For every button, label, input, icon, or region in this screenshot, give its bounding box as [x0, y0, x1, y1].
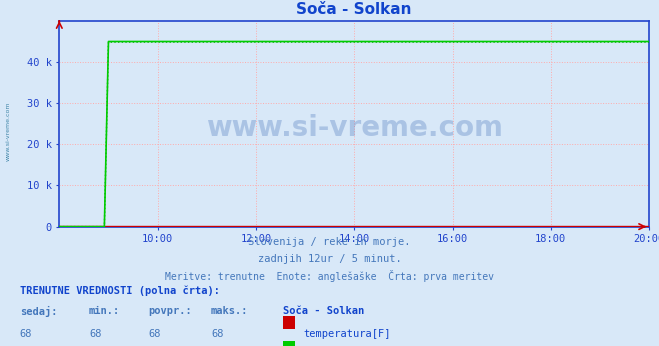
Text: temperatura[F]: temperatura[F] — [303, 329, 391, 339]
Text: min.:: min.: — [89, 306, 120, 316]
Text: sedaj:: sedaj: — [20, 306, 57, 317]
Title: Soča - Solkan: Soča - Solkan — [297, 2, 412, 17]
Text: Slovenija / reke in morje.: Slovenija / reke in morje. — [248, 237, 411, 247]
Text: povpr.:: povpr.: — [148, 306, 192, 316]
Text: zadnjih 12ur / 5 minut.: zadnjih 12ur / 5 minut. — [258, 254, 401, 264]
Text: 68: 68 — [211, 329, 223, 339]
Text: TRENUTNE VREDNOSTI (polna črta):: TRENUTNE VREDNOSTI (polna črta): — [20, 285, 219, 296]
Text: 68: 68 — [89, 329, 101, 339]
Text: 68: 68 — [20, 329, 32, 339]
Text: 68: 68 — [148, 329, 161, 339]
Text: www.si-vreme.com: www.si-vreme.com — [5, 102, 11, 161]
Text: Soča - Solkan: Soča - Solkan — [283, 306, 364, 316]
Text: Meritve: trenutne  Enote: anglešaške  Črta: prva meritev: Meritve: trenutne Enote: anglešaške Črta… — [165, 270, 494, 282]
Text: maks.:: maks.: — [211, 306, 248, 316]
Text: www.si-vreme.com: www.si-vreme.com — [206, 114, 503, 142]
